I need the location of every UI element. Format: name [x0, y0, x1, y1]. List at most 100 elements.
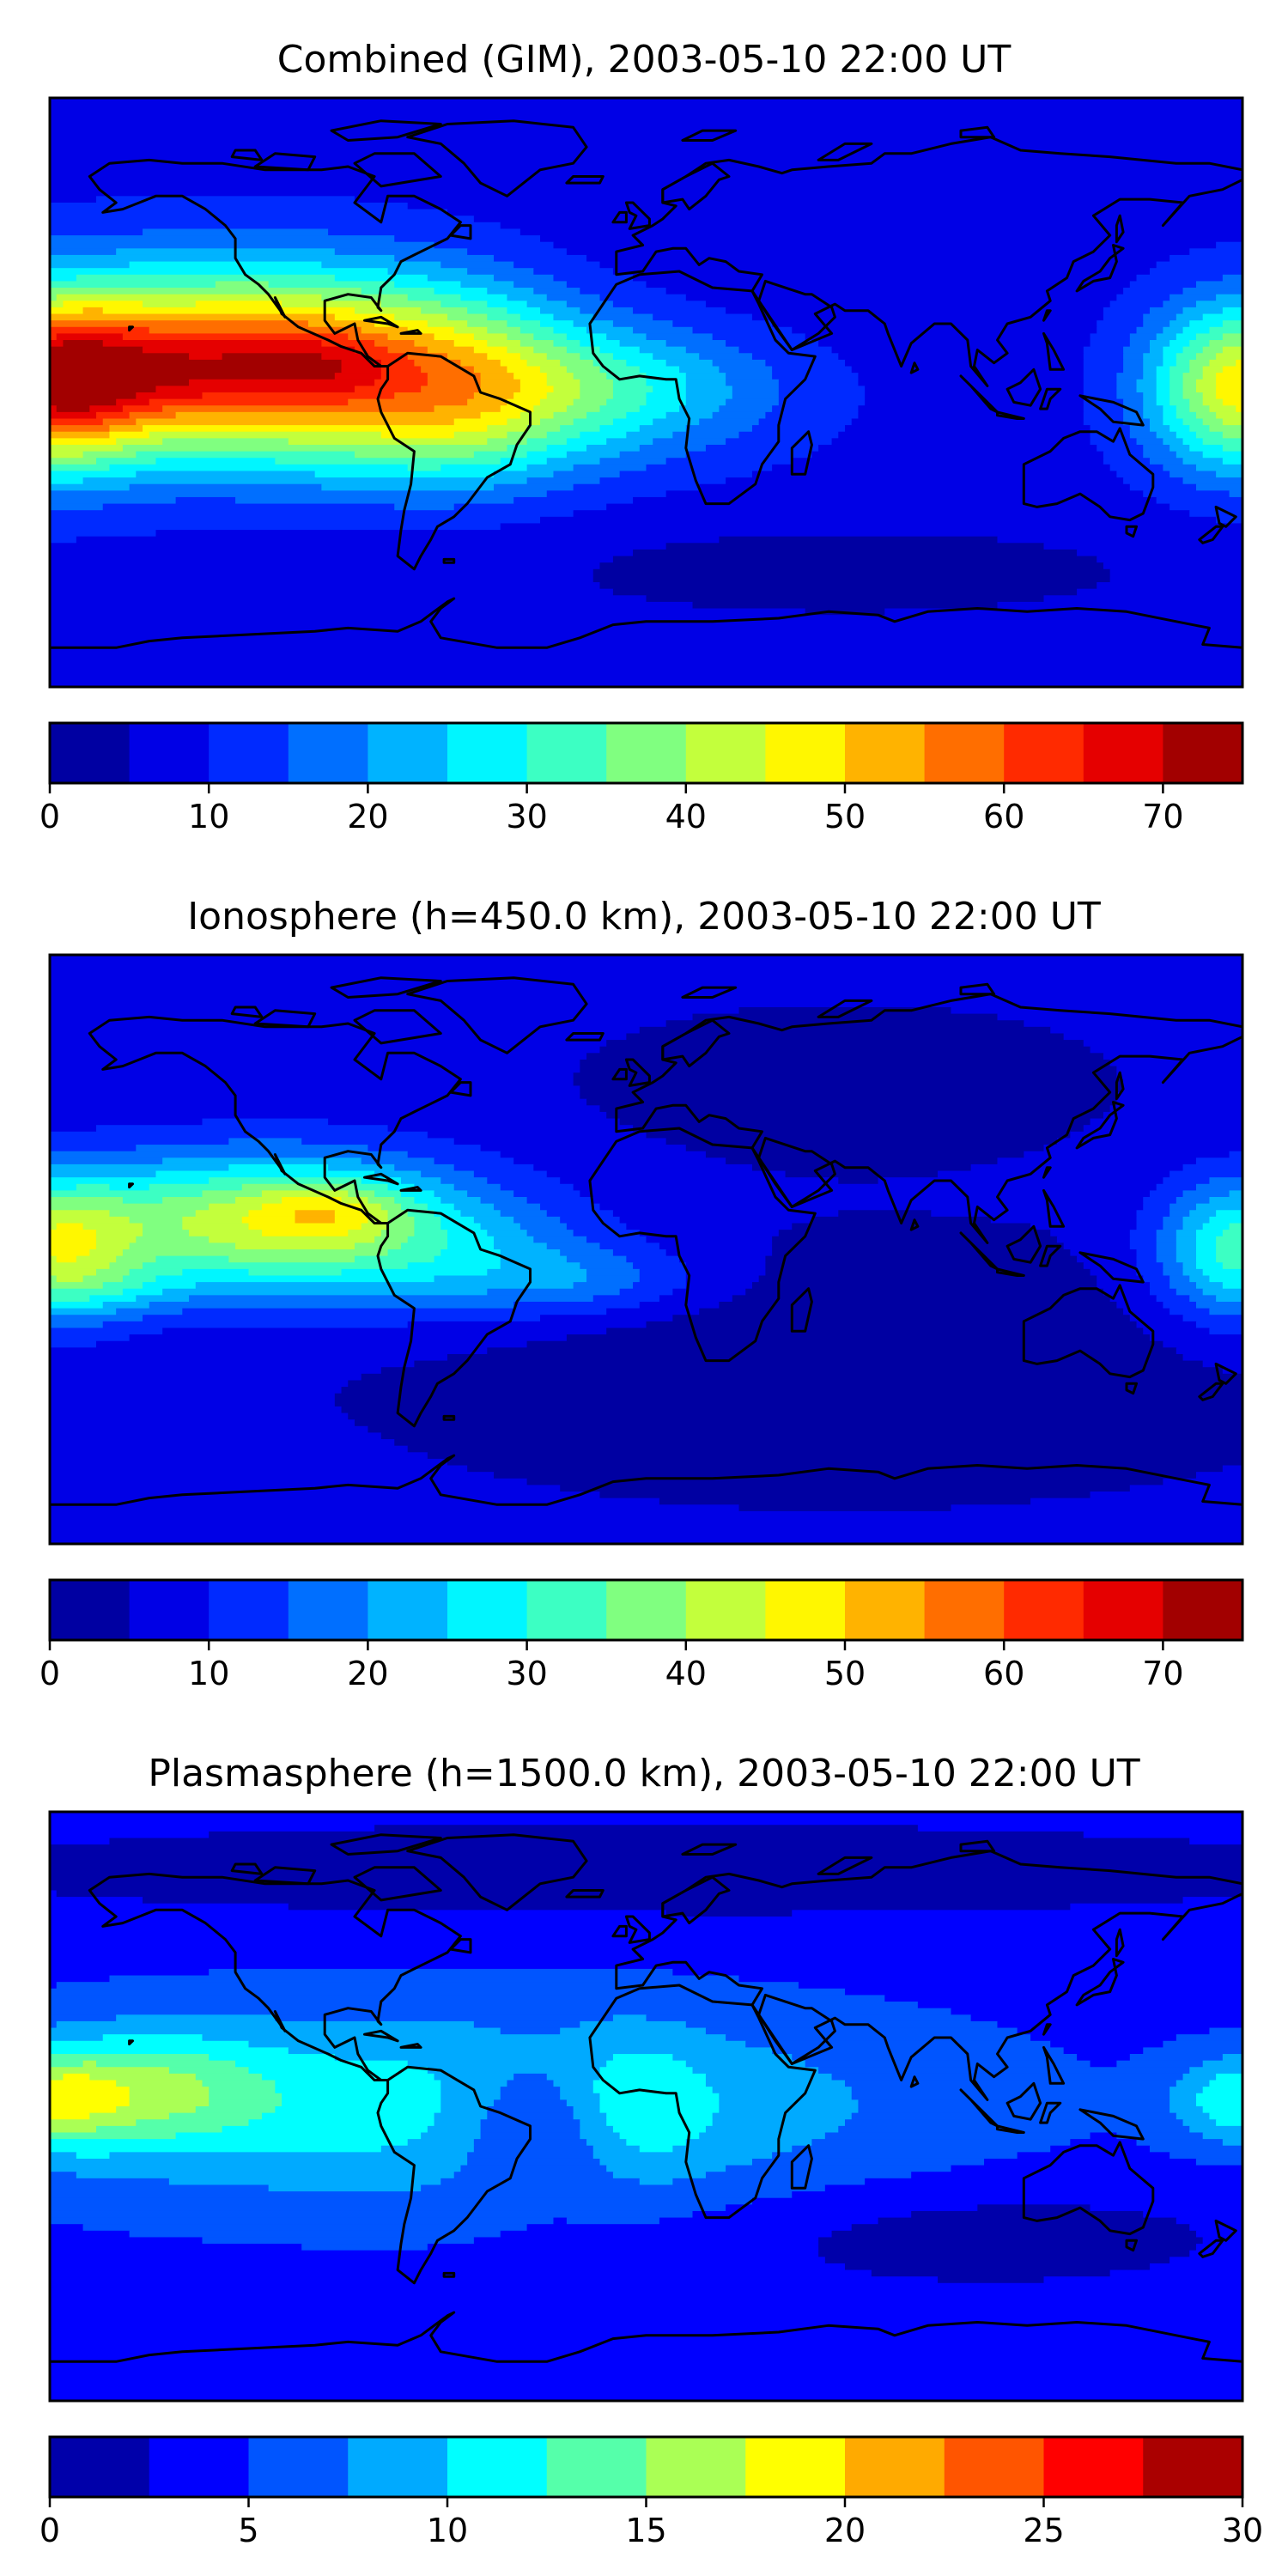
contour-cell [1182, 477, 1242, 485]
contour-cell [659, 1295, 733, 1303]
contour-cell [50, 216, 475, 223]
contour-cell [553, 313, 594, 321]
colorbar-tick-label: 20 [347, 798, 388, 835]
contour-cell [612, 2125, 707, 2134]
contour-cell [1170, 1210, 1190, 1218]
contour-cell [50, 2237, 204, 2245]
contour-cell [50, 425, 111, 433]
contour-cell [1182, 1216, 1211, 1224]
contour-cell [434, 405, 501, 413]
contour-cell [76, 2172, 455, 2179]
contour-cell [951, 1006, 1242, 1015]
contour-cell [745, 2040, 1051, 2048]
contour-cell [102, 418, 137, 426]
contour-cell [659, 1498, 1031, 1505]
coastlines [50, 119, 1242, 649]
contour-cell [434, 2112, 488, 2120]
contour-cell [566, 281, 647, 289]
contour-cell [851, 418, 1084, 426]
contour-cell [487, 438, 528, 446]
contour-cell [76, 2152, 111, 2160]
contour-cell [50, 2244, 302, 2251]
contour-cell [50, 1968, 210, 1977]
coastline-novaya [817, 999, 873, 1018]
contour-cell [440, 2087, 501, 2094]
contour-cell [665, 411, 714, 420]
contour-cell [50, 2047, 289, 2055]
contour-cell [1103, 458, 1151, 465]
contour-cell [513, 281, 568, 289]
coastline-java [996, 2124, 1025, 2134]
contour-cell [1156, 1236, 1177, 1243]
contour-cell [109, 2152, 468, 2160]
contour-cell [50, 1295, 90, 1303]
contour-cell [116, 2014, 276, 2022]
coastline-uk [624, 1058, 651, 1087]
contour-cell [129, 1268, 183, 1277]
contour-cell [480, 373, 514, 380]
contour-cell [765, 1262, 1084, 1270]
contour-cell [573, 418, 614, 426]
contour-cell [460, 1210, 501, 1218]
contour-cell [606, 1111, 1104, 1120]
contour-cell [447, 313, 488, 321]
contour-cell [580, 386, 614, 393]
contour-cell [248, 1268, 343, 1277]
contour-cell [1170, 386, 1184, 393]
contour-cell [473, 366, 508, 374]
contour-cell [639, 1230, 780, 1237]
contour-cell [1143, 490, 1230, 498]
coastline-victoria [253, 1866, 317, 1886]
contour-cell [447, 1353, 1184, 1362]
coastline-australia [1022, 427, 1155, 522]
contour-cell [619, 340, 667, 348]
colorbar-tick-label: 60 [983, 798, 1024, 835]
contour-cell [440, 1197, 482, 1205]
contour-cell [487, 340, 521, 348]
contour-cell [1116, 294, 1170, 301]
contour-cell [1030, 1498, 1242, 1505]
contour-cell [50, 176, 1242, 184]
contour-cell [1202, 2106, 1242, 2114]
contour-cell [1209, 1327, 1242, 1335]
contour-cell [560, 2027, 707, 2035]
contour-cell [1216, 373, 1242, 380]
contour-cell [387, 1216, 416, 1224]
colorbar-swatch [845, 1580, 926, 1640]
contour-cell [1163, 1223, 1184, 1230]
contour-cell [612, 386, 653, 393]
contour-cell [712, 359, 766, 368]
contour-cell [580, 307, 634, 315]
coastline-africa [588, 1127, 817, 1363]
contour-cell [1090, 1492, 1242, 1499]
colorbar-frame [48, 721, 1244, 785]
contour-cell [96, 2125, 223, 2134]
coastline-svalbard [681, 129, 738, 142]
contour-cell [487, 1288, 621, 1296]
colorbar-swatch [368, 723, 448, 783]
coastline-severnaya [959, 1839, 996, 1853]
contour-cell [407, 1151, 501, 1158]
contour-cell [1189, 1838, 1242, 1845]
contour-cell [440, 301, 488, 308]
contour-cell [685, 386, 733, 393]
contour-cell [1136, 1223, 1163, 1230]
contour-cell [1176, 451, 1204, 459]
contour-cell [122, 1249, 389, 1257]
contour-cell [1156, 1249, 1177, 1257]
contour-cell [275, 2087, 441, 2094]
contour-cell [50, 2178, 170, 2186]
contour-cell [1136, 1249, 1157, 1257]
contour-cell [50, 1373, 362, 1382]
contour-cell [612, 588, 1078, 596]
contour-cell [440, 2099, 495, 2107]
contour-cell [1216, 1249, 1242, 1257]
contour-cell [884, 608, 1242, 616]
contour-cell [50, 1445, 409, 1453]
contour-cell [1195, 431, 1224, 439]
contour-cell [751, 2158, 985, 2166]
contour-cell [606, 398, 647, 406]
contour-cell [50, 288, 362, 295]
contour-cell [540, 307, 580, 315]
contour-cell [50, 2394, 1242, 2401]
